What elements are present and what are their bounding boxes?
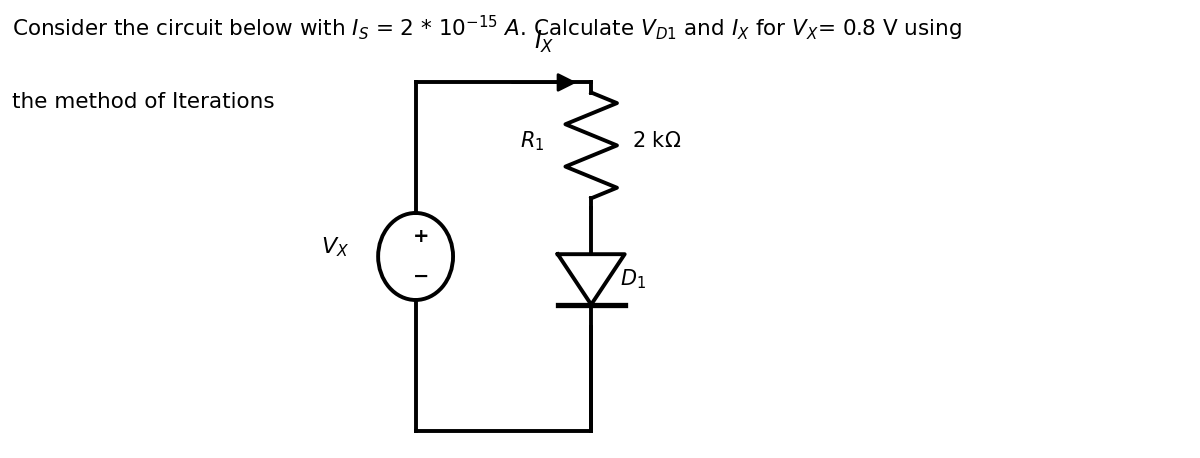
Text: Consider the circuit below with $I_S$ = 2 * 10$^{-15}$ $A$. Calculate $V_{D1}$ a: Consider the circuit below with $I_S$ = …: [12, 14, 961, 43]
Text: $\mathit{I_X}$: $\mathit{I_X}$: [534, 29, 554, 55]
Text: +: +: [413, 228, 430, 246]
Text: the method of Iterations: the method of Iterations: [12, 92, 275, 112]
Text: $\mathit{V_X}$: $\mathit{V_X}$: [320, 235, 349, 259]
Text: $\mathit{D_1}$: $\mathit{D_1}$: [620, 267, 647, 291]
Text: −: −: [413, 267, 430, 285]
Text: $\mathit{R_1}$: $\mathit{R_1}$: [520, 129, 545, 153]
Text: 2 k$\Omega$: 2 k$\Omega$: [632, 131, 682, 151]
Polygon shape: [558, 254, 625, 305]
